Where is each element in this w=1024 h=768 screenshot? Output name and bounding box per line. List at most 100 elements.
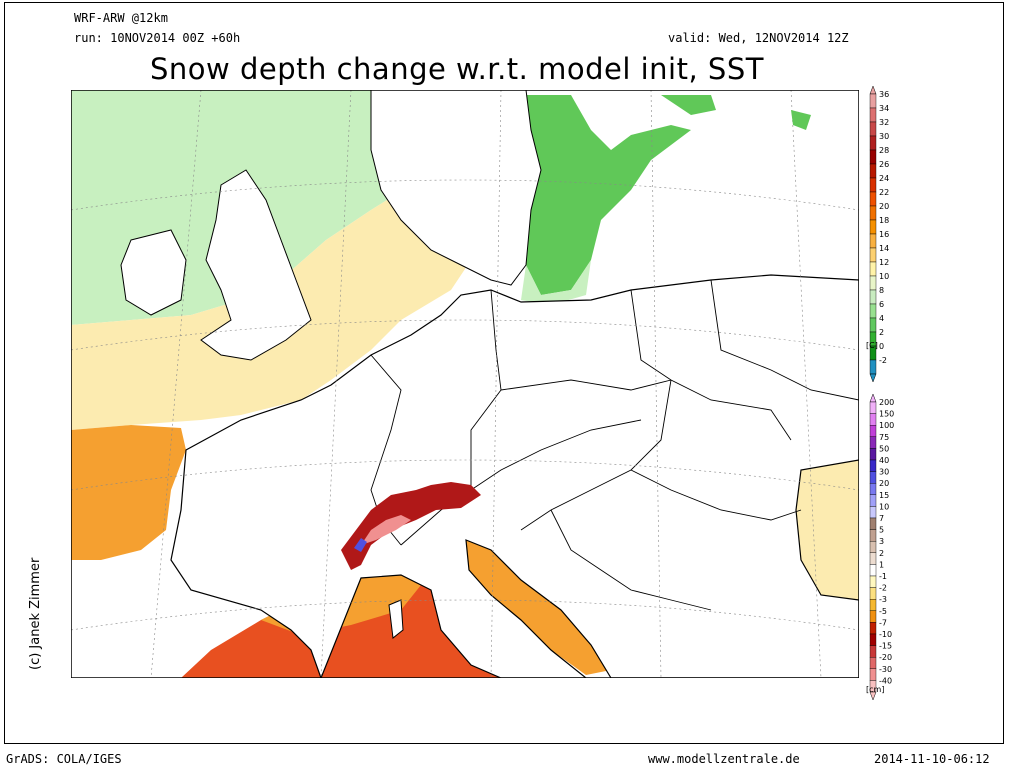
colorbar-tick-label: 24 bbox=[879, 174, 889, 183]
colorbar-swatch bbox=[869, 247, 877, 263]
colorbar-swatch bbox=[869, 540, 877, 553]
colorbar-tick-label: 40 bbox=[879, 456, 889, 465]
colorbar-tick-label: 15 bbox=[879, 491, 889, 500]
colorbar-swatch bbox=[869, 575, 877, 588]
colorbar-tick-label: 50 bbox=[879, 444, 889, 453]
colorbar-tick-label: -10 bbox=[879, 630, 892, 639]
page-title: Snow depth change w.r.t. model init, SST bbox=[150, 52, 764, 86]
colorbar-unit: [cm] bbox=[866, 685, 884, 694]
colorbar-swatch bbox=[869, 121, 877, 137]
colorbar-swatch bbox=[869, 622, 877, 635]
country-borders bbox=[370, 279, 859, 611]
colorbar-tick-label: 14 bbox=[879, 244, 889, 253]
colorbar-arrow-bottom bbox=[869, 691, 877, 701]
colorbar-swatch bbox=[869, 163, 877, 179]
colorbar-swatch bbox=[869, 275, 877, 291]
graticule bbox=[71, 90, 859, 678]
colorbar-swatch bbox=[869, 317, 877, 333]
colorbar-tick-label: 200 bbox=[879, 398, 894, 407]
sea-sst-green-baltic bbox=[526, 95, 691, 295]
colorbar-tick-label: -5 bbox=[879, 607, 887, 616]
colorbar-swatch bbox=[869, 459, 877, 472]
continent bbox=[170, 274, 859, 678]
weather-map bbox=[71, 90, 859, 678]
colorbar-tick-label: 3 bbox=[879, 537, 884, 546]
colorbar-unit: [C] bbox=[866, 341, 878, 350]
colorbar-tick-label: -15 bbox=[879, 642, 892, 651]
colorbar-tick-label: -40 bbox=[879, 676, 892, 685]
colorbar-swatch bbox=[869, 633, 877, 646]
colorbar-swatch bbox=[869, 610, 877, 623]
baltic-island bbox=[791, 110, 811, 130]
snow-colorbar: 2001501007550403020151075321-1-2-3-5-7-1… bbox=[866, 393, 894, 701]
colorbar-tick-label: 6 bbox=[879, 300, 884, 309]
colorbar-swatch bbox=[869, 425, 877, 438]
colorbar-tick-label: -7 bbox=[879, 618, 887, 627]
colorbar-swatch bbox=[869, 668, 877, 681]
colorbar-swatch bbox=[869, 135, 877, 151]
colorbar-tick-label: 20 bbox=[879, 479, 889, 488]
colorbar-tick-label: 20 bbox=[879, 202, 889, 211]
sea-sst-lightgreen-baltic bbox=[521, 260, 591, 305]
colorbar-swatch bbox=[869, 552, 877, 565]
model-label: WRF-ARW @12km bbox=[74, 11, 168, 25]
colorbar-swatch bbox=[869, 517, 877, 530]
colorbar-swatch bbox=[869, 219, 877, 235]
colorbar-swatch bbox=[869, 289, 877, 305]
colorbar-swatch bbox=[869, 436, 877, 449]
colorbar-tick-label: 5 bbox=[879, 526, 884, 535]
colorbar-tick-label: 1 bbox=[879, 560, 884, 569]
colorbar-swatch bbox=[869, 657, 877, 670]
colorbar-tick-label: 75 bbox=[879, 433, 889, 442]
colorbar-tick-label: 8 bbox=[879, 286, 884, 295]
great-britain bbox=[200, 169, 312, 361]
plot-frame bbox=[4, 2, 1004, 744]
colorbar-swatch bbox=[869, 506, 877, 519]
colorbar-swatch bbox=[869, 149, 877, 165]
colorbar-arrow-top bbox=[869, 393, 877, 403]
colorbar-arrow-top bbox=[869, 85, 877, 95]
colorbar-tick-label: -2 bbox=[879, 356, 887, 365]
alps-snow bbox=[341, 482, 481, 570]
colorbar-swatch bbox=[869, 93, 877, 109]
sea-sst-orange-biscay bbox=[71, 425, 186, 560]
colorbar-swatch bbox=[869, 359, 877, 375]
colorbar-swatch bbox=[869, 598, 877, 611]
colorbar-swatch bbox=[869, 482, 877, 495]
sea-sst-yellow bbox=[71, 90, 521, 430]
colorbar-tick-label: -30 bbox=[879, 665, 892, 674]
ireland bbox=[120, 229, 187, 316]
colorbar-swatch bbox=[869, 448, 877, 461]
colorbar-tick-label: 32 bbox=[879, 118, 889, 127]
footer-left: GrADS: COLA/IGES bbox=[6, 752, 122, 766]
colorbar-tick-label: 2 bbox=[879, 328, 884, 337]
colorbar-tick-label: 16 bbox=[879, 230, 889, 239]
colorbar-tick-label: -2 bbox=[879, 584, 887, 593]
alps-snow-inner bbox=[361, 515, 411, 545]
colorbar-tick-label: -20 bbox=[879, 653, 892, 662]
colorbar-tick-label: 36 bbox=[879, 90, 889, 99]
colorbar-tick-label: 30 bbox=[879, 132, 889, 141]
colorbar-tick-label: 10 bbox=[879, 502, 889, 511]
sea-sst-orange-adriatic bbox=[466, 540, 611, 675]
colorbar-tick-label: 12 bbox=[879, 258, 889, 267]
colorbar-swatch bbox=[869, 303, 877, 319]
colorbar-tick-label: 22 bbox=[879, 188, 889, 197]
colorbar-swatch bbox=[869, 413, 877, 426]
colorbar-swatch bbox=[869, 529, 877, 542]
colorbar-swatch bbox=[869, 261, 877, 277]
colorbar-tick-label: 2 bbox=[879, 549, 884, 558]
corsica bbox=[388, 599, 404, 639]
alps-snow-core bbox=[354, 538, 367, 552]
colorbar-swatch bbox=[869, 191, 877, 207]
footer-right: 2014-11-10-06:12 bbox=[874, 752, 990, 766]
colorbar-tick-label: 4 bbox=[879, 314, 884, 323]
colorbar-swatch bbox=[869, 471, 877, 484]
colorbar-swatch bbox=[869, 401, 877, 414]
colorbar-tick-label: 18 bbox=[879, 216, 889, 225]
colorbar-tick-label: 30 bbox=[879, 468, 889, 477]
colorbar-tick-label: 26 bbox=[879, 160, 889, 169]
colorbar-tick-label: -3 bbox=[879, 595, 887, 604]
footer-center[interactable]: www.modellzentrale.de bbox=[648, 752, 800, 766]
